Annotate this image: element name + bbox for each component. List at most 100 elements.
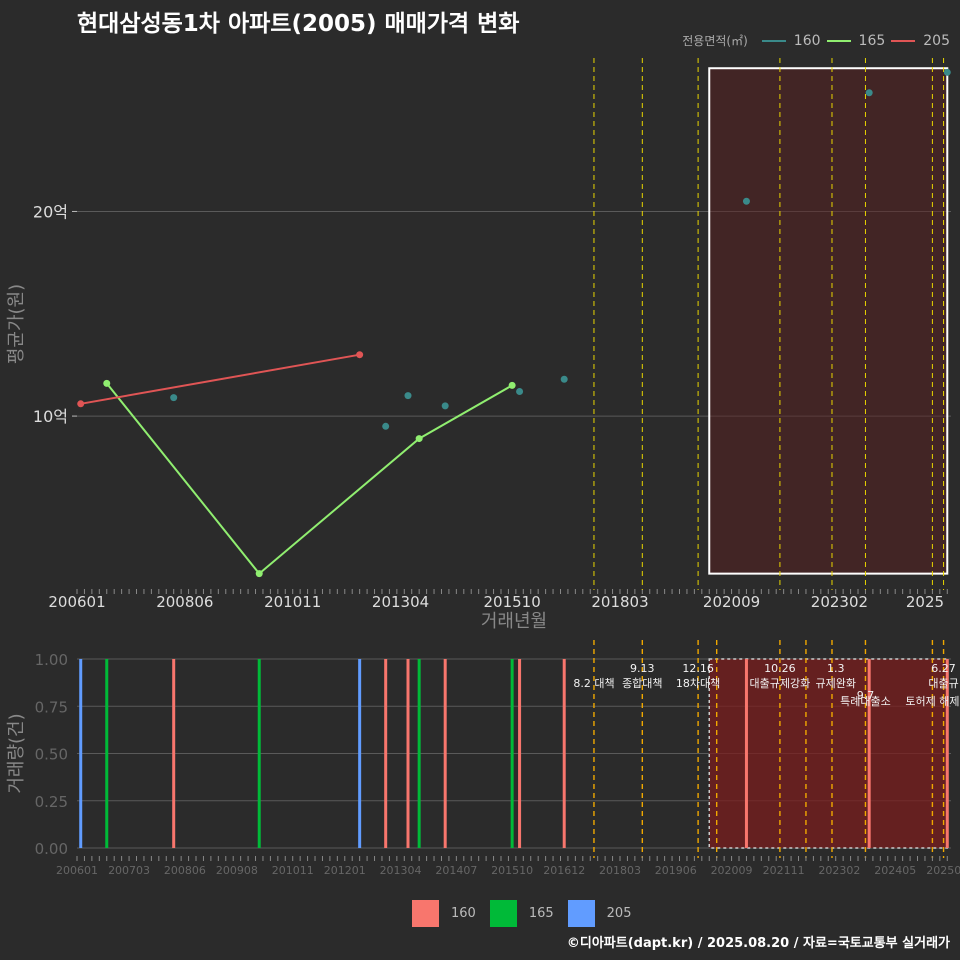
- data-point-165: [508, 381, 516, 389]
- data-point-160: [170, 394, 178, 402]
- policy-annotation: 특례대출소: [840, 695, 891, 708]
- volume-bar-160: [945, 659, 949, 848]
- data-point-160: [865, 89, 873, 97]
- y-tick-label: 0.50: [35, 746, 68, 764]
- x-tick-label: 201510: [484, 593, 541, 611]
- x-tick-label: 202507: [926, 864, 960, 877]
- policy-annotation: 대출규: [928, 677, 958, 690]
- policy-annotation: 12.16: [682, 662, 714, 675]
- x-tick-label: 201011: [264, 593, 321, 611]
- data-point-160: [560, 375, 568, 383]
- policy-annotation: 9.13: [630, 662, 655, 675]
- legend-bottom-swatch-205: [567, 900, 595, 927]
- x-tick-label: 201304: [380, 864, 422, 877]
- data-point-165: [415, 435, 423, 443]
- x-tick-label: 200908: [216, 864, 258, 877]
- x-tick-label: 202302: [818, 864, 860, 877]
- volume-bar-205: [79, 659, 83, 848]
- volume-bar-160: [518, 659, 522, 848]
- legend-swatch-160: [761, 39, 786, 42]
- volume-chart: 0.00 0.25 0.50 0.75 1.00 거래량(건) 200601 200703 20…: [6, 640, 960, 877]
- legend-bottom-item-205: 205: [567, 900, 632, 927]
- x-tick-label: 201803: [591, 593, 648, 611]
- x-tick-label: 202009: [703, 593, 760, 611]
- data-point-205: [356, 351, 364, 359]
- x-tick-label: 201906: [655, 864, 697, 877]
- data-point-165: [255, 570, 263, 578]
- chart-title: 현대삼성동1차 아파트(2005) 매매가격 변화: [77, 11, 520, 37]
- legend-title: 전용면적(㎡): [682, 34, 748, 48]
- policy-annotation: 8.2 대책: [573, 677, 614, 690]
- x-tick-label: 200806: [156, 593, 213, 611]
- y-tick-label: 0.00: [35, 840, 68, 858]
- footer-credit: ©디아파트(dapt.kr) / 2025.08.20 / 자료=국토교통부 실…: [566, 936, 950, 951]
- series-line-165: [105, 382, 513, 576]
- y-tick-label: 0.75: [35, 698, 68, 716]
- volume-bar-160: [406, 659, 410, 848]
- volume-bar-160: [172, 659, 176, 848]
- legend-item-165: 165: [826, 33, 885, 49]
- policy-annotation: 종합대책: [622, 677, 662, 690]
- legend-item-160: 160: [761, 32, 821, 49]
- x-tick-label: 202405: [874, 864, 916, 877]
- volume-bar-165: [257, 659, 261, 848]
- policy-annotation: 10.26: [764, 662, 796, 675]
- legend-top: 전용면적(㎡) 160 165 205: [682, 32, 950, 49]
- x-tick-label: 2025: [906, 593, 944, 611]
- data-point-160: [404, 392, 412, 400]
- x-tick-label: 201407: [435, 864, 477, 877]
- x-tick-label: 201011: [272, 864, 314, 877]
- y-tick-label: 1.00: [35, 651, 68, 669]
- policy-annotation: 토허제 해제: [905, 694, 959, 708]
- legend-bottom-label-205: 205: [606, 906, 632, 921]
- data-point-160: [742, 197, 750, 205]
- x-axis-title: 거래년월: [481, 611, 547, 632]
- y-axis-title: 평균가(원): [6, 284, 27, 364]
- legend-swatch-205: [891, 39, 916, 42]
- series-line-205: [80, 353, 360, 405]
- legend-bottom-item-160: 160: [412, 900, 476, 927]
- y-tick-label: 20억: [33, 202, 68, 221]
- policy-annotation: 18차대책: [676, 677, 720, 690]
- volume-bar-160: [384, 659, 388, 848]
- legend-bottom-label-165: 165: [528, 906, 554, 921]
- data-point-160: [441, 402, 449, 410]
- x-tick-label: 201612: [543, 864, 585, 877]
- data-point-160: [382, 422, 390, 430]
- y-tick-label: 10억: [33, 407, 68, 426]
- legend-label-160: 160: [793, 32, 821, 49]
- x-tick-label: 201510: [491, 864, 533, 877]
- x-tick-label: 202009: [711, 864, 753, 877]
- x-tick-label: 201803: [599, 864, 641, 877]
- legend-item-205: 205: [891, 33, 950, 49]
- legend-bottom-swatch-160: [412, 900, 439, 927]
- x-tick-label: 201304: [372, 593, 429, 611]
- volume-bar-205: [358, 659, 362, 848]
- x-tick-label: 200806: [164, 864, 206, 877]
- x-tick-label: 202111: [763, 864, 805, 877]
- legend-bottom-swatch-165: [489, 900, 517, 927]
- legend-swatch-165: [826, 39, 851, 42]
- y-axis-title: 거래량(건): [6, 713, 27, 793]
- data-point-205: [77, 400, 85, 408]
- data-point-160: [943, 68, 951, 76]
- price-chart: 10억 20억 200601 200806 201011 201304 201510 2018…: [6, 58, 951, 632]
- volume-bar-160: [744, 659, 748, 848]
- x-tick-label: 200703: [108, 864, 150, 877]
- legend-bottom-label-160: 160: [451, 906, 476, 921]
- policy-annotation: 1.3: [827, 662, 845, 675]
- volume-bar-160: [562, 659, 566, 848]
- volume-bar-165: [510, 659, 514, 848]
- highlight-region: [708, 658, 949, 849]
- legend-bottom-item-165: 165: [489, 900, 554, 927]
- volume-bar-160: [443, 659, 447, 848]
- policy-annotation: 6.27: [931, 662, 956, 675]
- legend-bottom: 160 165 205: [412, 900, 645, 927]
- x-tick-label: 200601: [56, 864, 98, 877]
- data-point-160: [516, 388, 524, 396]
- x-tick-label: 202302: [811, 593, 868, 611]
- x-tick-label: 200601: [48, 593, 105, 611]
- volume-bar-165: [105, 659, 109, 848]
- policy-annotation: 대출규제강화: [750, 677, 811, 690]
- y-tick-label: 0.25: [35, 793, 68, 811]
